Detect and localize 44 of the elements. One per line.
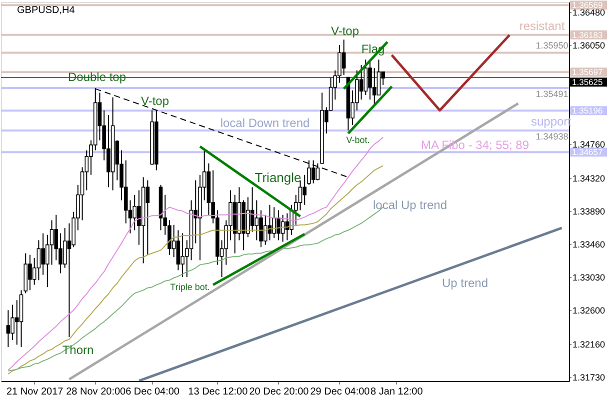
y-tick-label: 1.32160 — [572, 339, 606, 350]
x-tick-label: 21 Nov 2017 — [6, 386, 64, 398]
annotation: 1.35491 — [536, 88, 568, 99]
x-tick-label: 20 Dec 20:00 — [249, 386, 310, 398]
y-tick-label: 1.34760 — [572, 140, 606, 150]
ref-line-label: 1.35196 — [572, 106, 603, 116]
candlestick — [54, 214, 58, 261]
y-tick-label: 1.33890 — [572, 206, 606, 217]
chart-title: GBPUSD,H4 — [17, 5, 76, 16]
candlestick — [146, 180, 150, 256]
y-tick-label: 1.33030 — [572, 272, 606, 283]
candlestick — [36, 240, 41, 281]
x-tick-label: 28 Nov 20:00 — [66, 386, 126, 398]
annotation: V-top — [140, 94, 170, 108]
x-tick-label: 8 Jan 12:00 — [370, 386, 424, 398]
annotation: V-bot. — [346, 135, 370, 145]
annotation: 1.35950 — [536, 40, 568, 51]
candlestick — [302, 174, 307, 206]
y-tick-label: 1.33460 — [572, 240, 606, 250]
candlestick — [50, 220, 54, 266]
candlestick — [6, 310, 10, 348]
candlestick — [254, 200, 259, 241]
x-tick-label: 6 Dec 04:00 — [126, 386, 180, 398]
annotation: local Up trend — [372, 198, 448, 212]
x-tick-label: 29 Dec 04:00 — [310, 386, 370, 398]
ref-line-label: 1.36183 — [572, 30, 603, 40]
candlestick — [342, 39, 346, 76]
annotation: 1.34938 — [536, 131, 568, 142]
annotation: local Down trend — [220, 116, 310, 130]
y-tick-label: 1.34320 — [572, 173, 606, 184]
annotation: V-top — [330, 24, 360, 38]
x-tick-label: 13 Dec 12:00 — [188, 386, 248, 398]
ref-line-label: 1.34657 — [572, 147, 603, 158]
y-tick-label: 1.32600 — [572, 306, 606, 316]
annotation: Thorn — [62, 343, 94, 357]
annotation: Triple bot. — [170, 282, 210, 292]
candlestick — [176, 230, 180, 271]
annotation: resistant — [519, 18, 566, 33]
ref-line-label: 1.35625 — [572, 77, 603, 88]
y-tick-label: 1.36050 — [572, 40, 606, 51]
y-tick-label: 1.31730 — [572, 372, 606, 383]
annotation: Up trend — [442, 276, 488, 290]
annotation: Triangle — [254, 170, 302, 185]
ref-line-label: 1.35697 — [572, 67, 603, 78]
